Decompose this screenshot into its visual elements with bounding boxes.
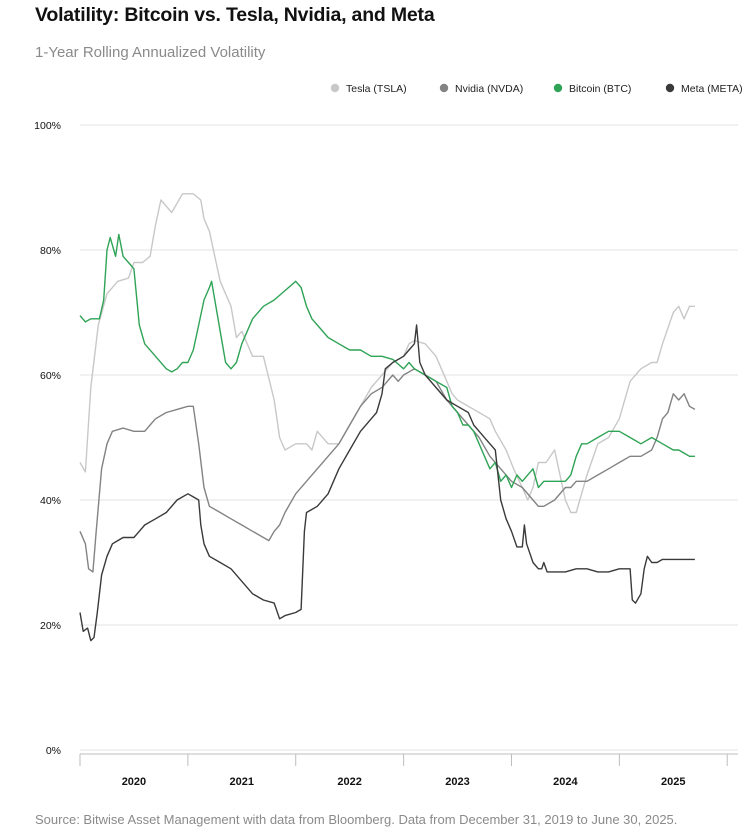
gridlines [80, 124, 738, 751]
x-tick-label: 2024 [553, 776, 578, 788]
x-tick-label: 2020 [122, 776, 146, 788]
y-tick-label: 100% [34, 120, 61, 132]
series-lines [79, 193, 696, 642]
legend: Tesla (TSLA) Nvidia (NVDA) Bitcoin (BTC) Me… [330, 83, 743, 95]
legend-swatch [439, 83, 449, 93]
legend-label: Bitcoin (BTC) [569, 83, 631, 95]
y-tick-label: 80% [40, 245, 61, 257]
chart-title: Volatility: Bitcoin vs. Tesla, Nvidia, a… [35, 4, 435, 26]
legend-label: Meta (META) [681, 83, 743, 95]
legend-item-tesla: Tesla (TSLA) [330, 83, 407, 95]
legend-swatch [665, 83, 675, 93]
y-tick-label: 20% [40, 620, 61, 632]
legend-label: Nvidia (NVDA) [455, 83, 523, 95]
legend-swatch [330, 83, 340, 93]
series-line-bitcoin [79, 233, 695, 489]
x-tick-label: 2022 [337, 776, 361, 788]
legend-swatch [553, 83, 563, 93]
legend-item-bitcoin: Bitcoin (BTC) [553, 83, 631, 95]
y-axis-ticks: 0% 20% 40% 60% 80% 100% [34, 120, 61, 757]
series-line-meta [79, 324, 695, 642]
y-tick-label: 60% [40, 370, 61, 382]
legend-label: Tesla (TSLA) [346, 83, 407, 95]
legend-item-meta: Meta (META) [665, 83, 743, 95]
x-tick-label: 2021 [230, 776, 254, 788]
x-axis: 2020 2021 2022 2023 2024 2025 [79, 753, 738, 788]
chart-subtitle: 1-Year Rolling Annualized Volatility [35, 44, 266, 61]
series-line-tesla [79, 193, 695, 514]
x-tick-label: 2023 [445, 776, 469, 788]
x-tick-label: 2025 [661, 776, 685, 788]
line-chart: 0%20%40%60%80%100% 2020 2021 2022 2023 2024 2… [34, 83, 743, 788]
series-line-nvidia [79, 368, 696, 573]
legend-item-nvidia: Nvidia (NVDA) [439, 83, 523, 95]
y-tick-label: 40% [40, 495, 61, 507]
source-note: Source: Bitwise Asset Management with da… [35, 812, 678, 827]
y-tick-label: 0% [46, 745, 61, 757]
